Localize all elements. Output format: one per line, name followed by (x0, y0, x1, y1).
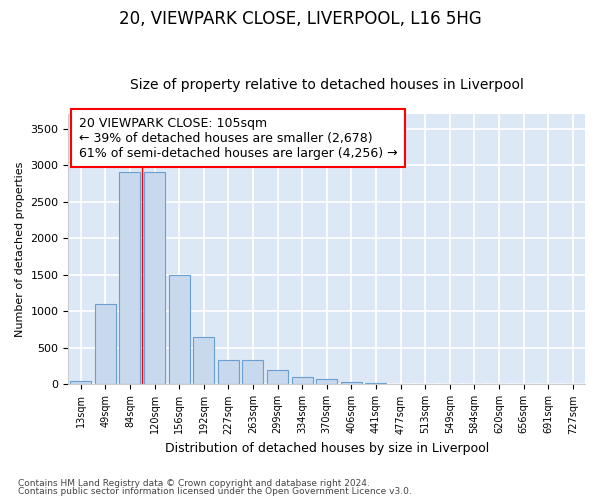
Text: 20, VIEWPARK CLOSE, LIVERPOOL, L16 5HG: 20, VIEWPARK CLOSE, LIVERPOOL, L16 5HG (119, 10, 481, 28)
Title: Size of property relative to detached houses in Liverpool: Size of property relative to detached ho… (130, 78, 524, 92)
Bar (242, 360, 263, 384)
Bar (70, 381, 91, 384)
Bar (169, 275, 190, 384)
Bar (365, 383, 386, 384)
Bar (193, 337, 214, 384)
Text: Contains public sector information licensed under the Open Government Licence v3: Contains public sector information licen… (18, 487, 412, 496)
Text: 20 VIEWPARK CLOSE: 105sqm
← 39% of detached houses are smaller (2,678)
61% of se: 20 VIEWPARK CLOSE: 105sqm ← 39% of detac… (79, 116, 397, 160)
Text: Contains HM Land Registry data © Crown copyright and database right 2024.: Contains HM Land Registry data © Crown c… (18, 478, 370, 488)
Bar (218, 360, 239, 384)
Bar (119, 172, 140, 384)
Y-axis label: Number of detached properties: Number of detached properties (15, 162, 25, 337)
Bar (267, 370, 288, 384)
Bar (95, 304, 116, 384)
Bar (292, 377, 313, 384)
Bar (341, 382, 362, 384)
Bar (144, 172, 165, 384)
X-axis label: Distribution of detached houses by size in Liverpool: Distribution of detached houses by size … (164, 442, 489, 455)
Bar (316, 379, 337, 384)
